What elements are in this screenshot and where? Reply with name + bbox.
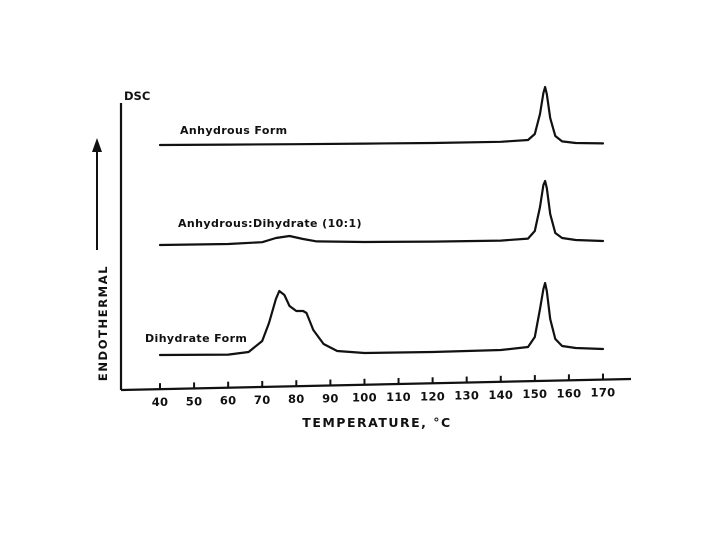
x-tick-label: 160 — [556, 386, 581, 400]
series-labels: Anhydrous Form Anhydrous:Dihydrate (10:1)… — [145, 124, 362, 345]
x-tick-label: 170 — [591, 386, 616, 400]
dsc-trace-3 — [158, 281, 605, 357]
x-tick-label: 120 — [420, 389, 445, 403]
y-axis-label: ENDOTHERMAL — [96, 265, 110, 381]
x-tick-label: 80 — [288, 392, 305, 406]
chart-axes — [119, 103, 632, 392]
x-tick-label: 110 — [386, 390, 411, 404]
x-axis-line — [120, 377, 632, 392]
series-label-1: Anhydrous Form — [180, 124, 288, 137]
x-tick-label: 130 — [454, 389, 479, 403]
x-axis-label: TEMPERATURE, °C — [302, 415, 451, 430]
x-axis-ticks: 40 50 60 70 80 90 100 110 120 130 140 150 160 170 — [152, 373, 616, 409]
dsc-trace-2 — [158, 179, 605, 247]
x-tick-label: 70 — [254, 393, 271, 407]
series-label-2: Anhydrous:Dihydrate (10:1) — [178, 217, 362, 230]
x-tick-label: 50 — [186, 394, 203, 408]
x-tick-label: 100 — [352, 391, 377, 405]
y-axis-arrow — [92, 138, 102, 250]
x-tick-label: 60 — [220, 394, 237, 408]
x-tick-label: 140 — [488, 388, 513, 402]
dsc-trace-1 — [158, 85, 605, 147]
series-label-3: Dihydrate Form — [145, 332, 247, 345]
chart-title: DSC — [124, 89, 150, 103]
dsc-traces — [158, 85, 605, 357]
x-tick-label: 40 — [152, 395, 169, 409]
x-tick-label: 150 — [522, 387, 547, 401]
x-tick-label: 90 — [322, 391, 339, 405]
